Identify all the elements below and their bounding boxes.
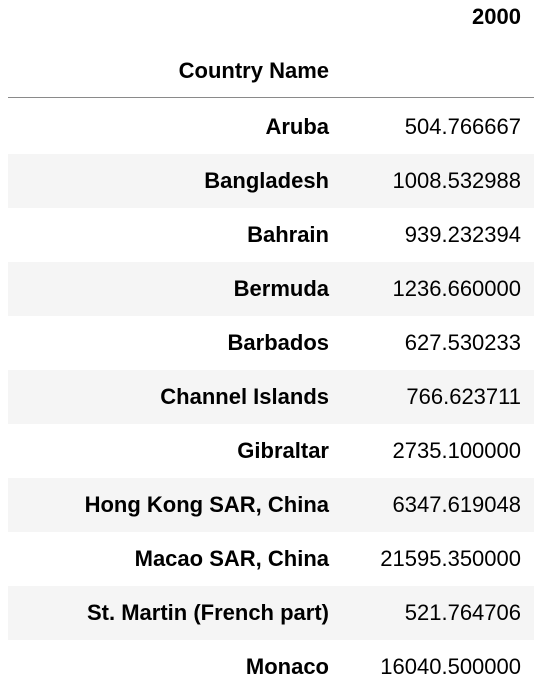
row-value: 1236.660000 xyxy=(392,276,521,301)
row-value: 16040.500000 xyxy=(380,654,521,679)
table-row: Bangladesh 1008.532988 xyxy=(8,154,534,208)
row-value: 627.530233 xyxy=(404,330,521,355)
table-row: Gibraltar 2735.100000 xyxy=(8,424,534,478)
table-row: Macao SAR, China 21595.350000 xyxy=(8,532,534,586)
row-index-label: Monaco xyxy=(245,654,329,679)
table-row: Monaco 16040.500000 xyxy=(8,640,534,694)
row-index-label: Aruba xyxy=(265,114,329,139)
table-row: St. Martin (French part) 521.764706 xyxy=(8,586,534,640)
row-index-label: Bahrain xyxy=(247,222,329,247)
table-row: Channel Islands 766.623711 xyxy=(8,370,534,424)
row-value: 1008.532988 xyxy=(392,168,521,193)
index-name-header: Country Name xyxy=(178,58,329,83)
row-value: 766.623711 xyxy=(406,384,521,409)
row-value: 939.232394 xyxy=(404,222,521,247)
row-index-label: Channel Islands xyxy=(160,384,329,409)
row-index-label: Gibraltar xyxy=(237,438,329,463)
header-divider xyxy=(8,97,534,98)
row-value: 2735.100000 xyxy=(392,438,521,463)
row-index-label: Hong Kong SAR, China xyxy=(84,492,329,517)
row-index-label: Barbados xyxy=(227,330,329,355)
row-value: 521.764706 xyxy=(404,600,521,625)
row-value: 21595.350000 xyxy=(380,546,521,571)
row-index-label: Bangladesh xyxy=(204,168,329,193)
table-row: Bahrain 939.232394 xyxy=(8,208,534,262)
column-header-2000: 2000 xyxy=(472,4,521,29)
table-row: Aruba 504.766667 xyxy=(8,100,534,154)
table-body: Aruba 504.766667 Bangladesh 1008.532988 … xyxy=(8,100,534,694)
row-index-label: St. Martin (French part) xyxy=(86,600,329,625)
table-row: Barbados 627.530233 xyxy=(8,316,534,370)
table-row: Bermuda 1236.660000 xyxy=(8,262,534,316)
row-value: 504.766667 xyxy=(404,114,521,139)
row-index-label: Bermuda xyxy=(233,276,329,301)
table-row: Hong Kong SAR, China 6347.619048 xyxy=(8,478,534,532)
row-value: 6347.619048 xyxy=(392,492,521,517)
row-index-label: Macao SAR, China xyxy=(134,546,329,571)
